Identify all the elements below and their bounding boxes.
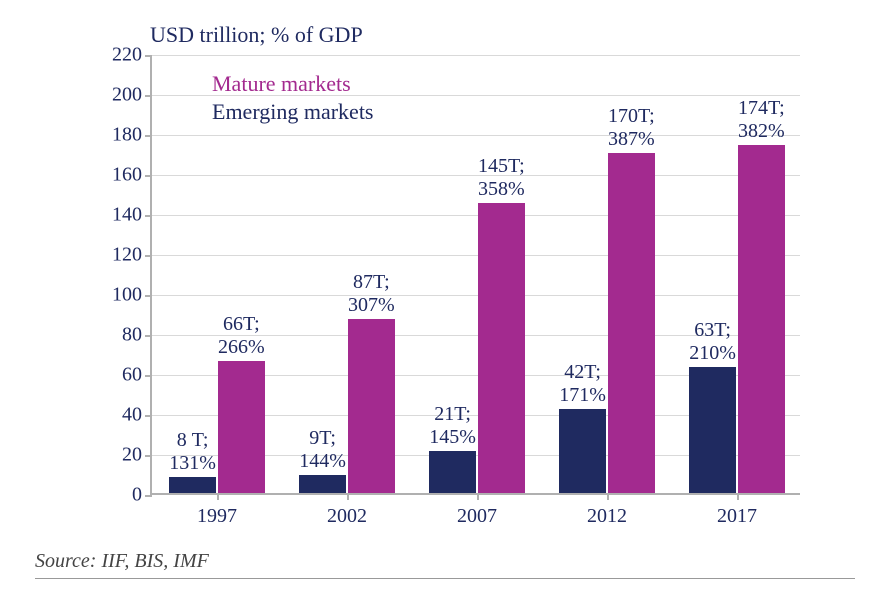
ytick-label: 120 (92, 244, 142, 267)
bar-emerging (169, 477, 216, 493)
gridline (152, 135, 800, 136)
bar-emerging (429, 451, 476, 493)
bar-label-emerging: 21T;145% (429, 403, 476, 449)
ytick-mark (145, 295, 152, 297)
ytick-mark (145, 95, 152, 97)
legend: Mature markets Emerging markets (212, 70, 374, 125)
bar-label-mature: 87T;307% (348, 271, 395, 317)
bar-emerging (559, 409, 606, 493)
xtick-label: 2007 (457, 505, 497, 528)
bar-mature (348, 319, 395, 493)
gridline (152, 175, 800, 176)
plot-area: Mature markets Emerging markets 02040608… (150, 55, 800, 495)
ytick-label: 200 (92, 84, 142, 107)
legend-item-mature: Mature markets (212, 70, 374, 98)
bar-label-emerging: 8 T;131% (169, 429, 216, 475)
gridline (152, 95, 800, 96)
ytick-label: 100 (92, 284, 142, 307)
ytick-label: 40 (92, 404, 142, 427)
ytick-mark (145, 415, 152, 417)
bar-mature (218, 361, 265, 493)
ytick-mark (145, 495, 152, 497)
ytick-label: 0 (92, 484, 142, 507)
bar-label-mature: 174T;382% (738, 97, 785, 143)
ytick-mark (145, 255, 152, 257)
legend-item-emerging: Emerging markets (212, 98, 374, 126)
chart: USD trillion; % of GDP Mature markets Em… (80, 10, 840, 530)
xtick-label: 1997 (197, 505, 237, 528)
ytick-mark (145, 335, 152, 337)
xtick-label: 2017 (717, 505, 757, 528)
ytick-label: 60 (92, 364, 142, 387)
bar-emerging (689, 367, 736, 493)
xtick-mark (217, 493, 219, 500)
bar-label-mature: 66T;266% (218, 313, 265, 359)
source-rule (35, 578, 855, 579)
xtick-mark (737, 493, 739, 500)
gridline (152, 295, 800, 296)
gridline (152, 215, 800, 216)
ytick-label: 140 (92, 204, 142, 227)
ytick-mark (145, 175, 152, 177)
bar-mature (478, 203, 525, 493)
bar-label-emerging: 63T;210% (689, 319, 736, 365)
bar-label-emerging: 42T;171% (559, 361, 606, 407)
xtick-label: 2002 (327, 505, 367, 528)
bar-label-emerging: 9T;144% (299, 427, 346, 473)
xtick-mark (347, 493, 349, 500)
bar-label-mature: 145T;358% (478, 155, 525, 201)
bar-mature (738, 145, 785, 493)
ytick-label: 20 (92, 444, 142, 467)
xtick-mark (477, 493, 479, 500)
ytick-mark (145, 455, 152, 457)
ytick-mark (145, 375, 152, 377)
bar-label-mature: 170T;387% (608, 105, 655, 151)
source-text: Source: IIF, BIS, IMF (35, 550, 209, 573)
ytick-mark (145, 55, 152, 57)
chart-subtitle: USD trillion; % of GDP (150, 22, 363, 48)
bar-emerging (299, 475, 346, 493)
ytick-mark (145, 135, 152, 137)
bar-mature (608, 153, 655, 493)
ytick-label: 220 (92, 44, 142, 67)
ytick-label: 80 (92, 324, 142, 347)
ytick-mark (145, 215, 152, 217)
xtick-label: 2012 (587, 505, 627, 528)
gridline (152, 255, 800, 256)
ytick-label: 160 (92, 164, 142, 187)
ytick-label: 180 (92, 124, 142, 147)
gridline (152, 55, 800, 56)
xtick-mark (607, 493, 609, 500)
